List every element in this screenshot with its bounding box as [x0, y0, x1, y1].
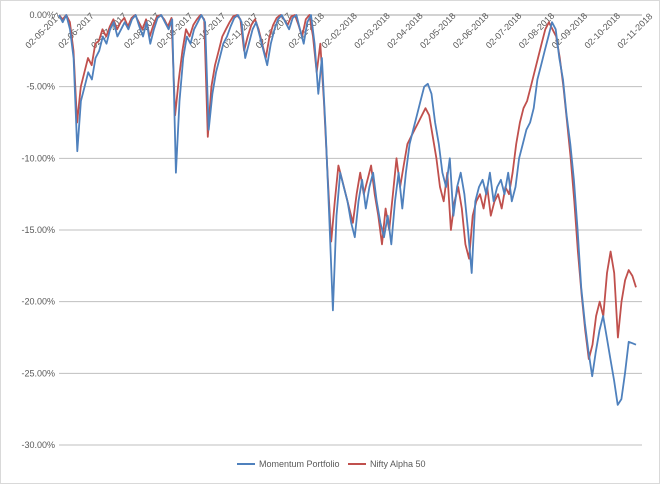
series-line-0	[58, 14, 637, 406]
x-axis: 02-05-201702-06-201702-07-201702-08-2017…	[23, 11, 654, 51]
legend-label: Nifty Alpha 50	[370, 459, 426, 469]
y-tick-label: -30.00%	[21, 440, 55, 450]
y-tick-label: -15.00%	[21, 225, 55, 235]
legend-label: Momentum Portfolio	[259, 459, 340, 469]
series-line-1	[58, 14, 637, 360]
gridlines	[59, 14, 642, 446]
y-tick-label: -20.00%	[21, 297, 55, 307]
series-lines	[58, 14, 637, 406]
y-tick-label: -5.00%	[26, 82, 55, 92]
y-tick-label: 0.00%	[29, 10, 55, 20]
y-tick-label: -25.00%	[21, 368, 55, 378]
y-tick-label: -10.00%	[21, 153, 55, 163]
y-axis: 0.00% -5.00% -10.00% -15.00% -20.00% -25.00% -…	[21, 10, 642, 450]
legend: Momentum Portfolio Nifty Alpha 50	[237, 459, 426, 469]
